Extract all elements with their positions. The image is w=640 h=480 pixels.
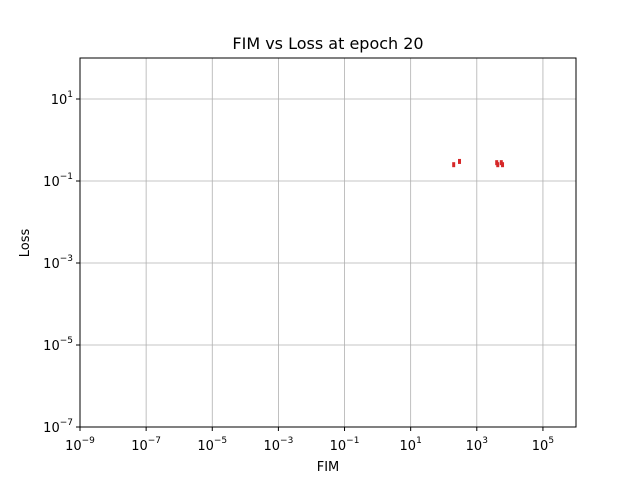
y-tick-label: 10−5	[43, 336, 73, 354]
x-tick-label: 10−3	[263, 436, 293, 454]
plot-frame	[79, 57, 577, 428]
y-axis-label: Loss	[18, 229, 33, 258]
data-point	[496, 162, 500, 168]
y-tick-label: 10−7	[43, 418, 73, 436]
x-axis-ticks: 10−9 10−7 10−5 10−3 10−1 101 103 105	[65, 427, 554, 454]
x-tick-label: 101	[400, 436, 422, 454]
y-tick-label: 101	[51, 90, 73, 108]
x-tick-label: 10−1	[330, 436, 360, 454]
grid-lines	[79, 58, 576, 428]
chart-title: FIM vs Loss at epoch 20	[232, 34, 423, 53]
x-axis-label: FIM	[317, 460, 340, 475]
data-point	[501, 162, 505, 168]
x-tick-label: 10−9	[65, 436, 95, 454]
data-point	[458, 158, 462, 164]
y-tick-label: 10−3	[43, 254, 73, 272]
y-tick-label: 10−1	[43, 172, 73, 190]
x-tick-label: 10−7	[131, 436, 161, 454]
data-point	[452, 162, 456, 168]
x-tick-label: 10−5	[197, 436, 227, 454]
x-tick-label: 105	[532, 436, 554, 454]
y-axis-ticks: 10−7 10−5 10−3 10−1 101	[43, 90, 80, 436]
x-tick-label: 103	[466, 436, 488, 454]
data-points	[452, 158, 505, 168]
